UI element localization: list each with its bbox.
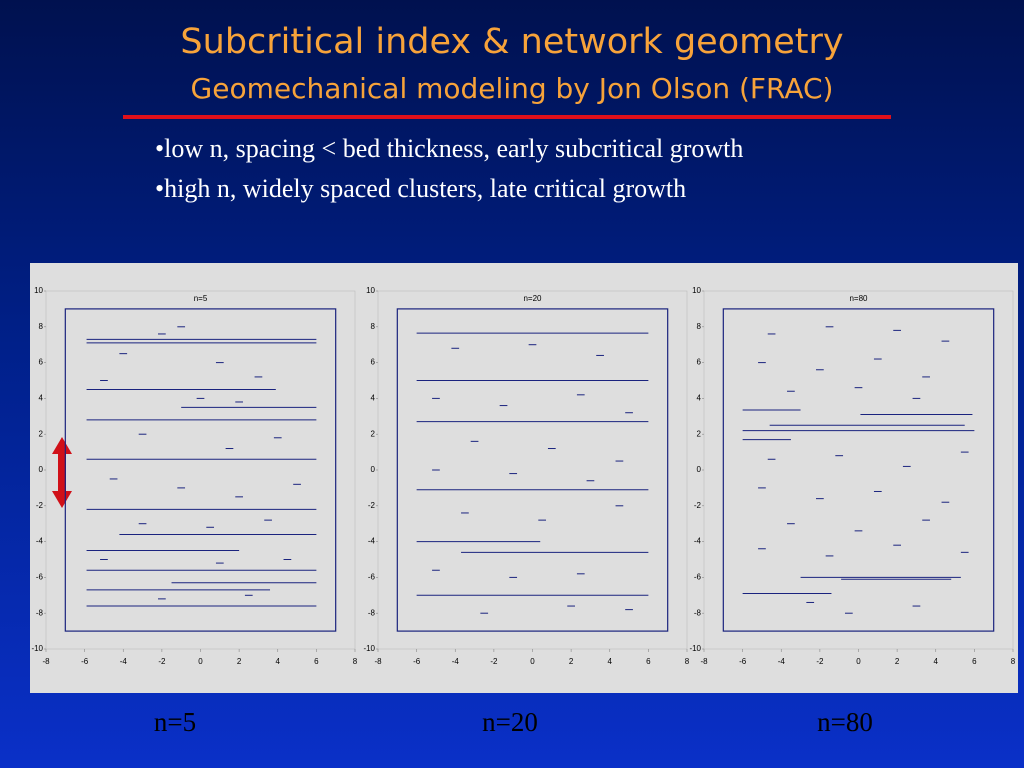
title-rule	[123, 115, 891, 119]
model-boundary	[722, 308, 995, 632]
y-tick-label: -6	[694, 573, 702, 582]
y-tick-label: 0	[697, 465, 702, 474]
x-tick-label: 6	[314, 657, 319, 666]
x-tick-label: -8	[700, 657, 708, 666]
y-tick-label: 10	[366, 286, 375, 295]
x-tick-label: 8	[1011, 657, 1016, 666]
x-tick-label: -6	[81, 657, 89, 666]
y-tick-label: 0	[39, 465, 44, 474]
y-tick-label: 4	[39, 394, 44, 403]
x-tick-label: 4	[276, 657, 281, 666]
y-tick-label: 8	[371, 322, 376, 331]
y-tick-label: 8	[39, 322, 44, 331]
caption: n=80	[817, 707, 873, 737]
bullet: •high n, widely spaced clusters, late cr…	[155, 174, 687, 203]
plot-title: n=80	[849, 294, 868, 303]
x-tick-label: 6	[646, 657, 651, 666]
x-tick-label: -2	[490, 657, 498, 666]
plot-title: n=20	[523, 294, 542, 303]
x-tick-label: 2	[569, 657, 574, 666]
plot-title: n=5	[194, 294, 208, 303]
y-tick-label: -10	[363, 644, 375, 653]
y-tick-label: -2	[36, 501, 44, 510]
y-tick-label: -10	[31, 644, 43, 653]
model-boundary	[396, 308, 669, 632]
y-tick-label: 10	[692, 286, 701, 295]
y-tick-label: 0	[371, 465, 376, 474]
y-tick-label: -4	[368, 537, 376, 546]
slide-title: Subcritical index & network geometry	[180, 22, 844, 62]
y-tick-label: -4	[694, 537, 702, 546]
y-tick-label: -10	[689, 644, 701, 653]
y-tick-label: 10	[34, 286, 43, 295]
x-tick-label: -4	[778, 657, 786, 666]
y-tick-label: 2	[371, 429, 376, 438]
x-tick-label: 8	[353, 657, 358, 666]
y-tick-label: 6	[697, 358, 702, 367]
x-tick-label: -4	[120, 657, 128, 666]
x-tick-label: 2	[237, 657, 242, 666]
slide-subtitle: Geomechanical modeling by Jon Olson (FRA…	[190, 72, 834, 105]
x-tick-label: -8	[374, 657, 382, 666]
y-tick-label: -4	[36, 537, 44, 546]
y-tick-label: -6	[36, 573, 44, 582]
bullet: •low n, spacing < bed thickness, early s…	[155, 134, 744, 163]
x-tick-label: -8	[42, 657, 50, 666]
y-tick-label: 6	[39, 358, 44, 367]
y-tick-label: 2	[39, 429, 44, 438]
x-tick-label: -2	[816, 657, 824, 666]
y-tick-label: -8	[368, 608, 376, 617]
y-tick-label: 2	[697, 429, 702, 438]
captions: n=5 n=20 n=80	[154, 707, 873, 737]
x-tick-label: 0	[856, 657, 861, 666]
y-tick-label: 4	[371, 394, 376, 403]
x-tick-label: -6	[739, 657, 747, 666]
y-tick-label: 6	[371, 358, 376, 367]
x-tick-label: 6	[972, 657, 977, 666]
x-tick-label: -2	[158, 657, 166, 666]
y-tick-label: 4	[697, 394, 702, 403]
x-tick-label: -4	[452, 657, 460, 666]
caption: n=5	[154, 707, 196, 737]
x-tick-label: 4	[934, 657, 939, 666]
model-boundary	[64, 308, 337, 632]
bed-thickness-arrow	[52, 437, 72, 508]
y-tick-label: -8	[694, 608, 702, 617]
x-tick-label: 0	[530, 657, 535, 666]
x-tick-label: -6	[413, 657, 421, 666]
x-tick-label: 8	[685, 657, 690, 666]
x-tick-label: 2	[895, 657, 900, 666]
y-tick-label: -2	[368, 501, 376, 510]
caption: n=20	[482, 707, 538, 737]
y-tick-label: 8	[697, 322, 702, 331]
y-tick-label: -6	[368, 573, 376, 582]
x-tick-label: 0	[198, 657, 203, 666]
y-tick-label: -8	[36, 608, 44, 617]
x-tick-label: 4	[608, 657, 613, 666]
figure-panel: -10 -8 -6 -4 -2 0 2 4 6 8 10 -8 -6 -4 -2 0 2 4 6 8 n=5 -10 -8 -…	[30, 263, 1018, 693]
y-tick-label: -2	[694, 501, 702, 510]
panel-background	[30, 263, 1018, 693]
